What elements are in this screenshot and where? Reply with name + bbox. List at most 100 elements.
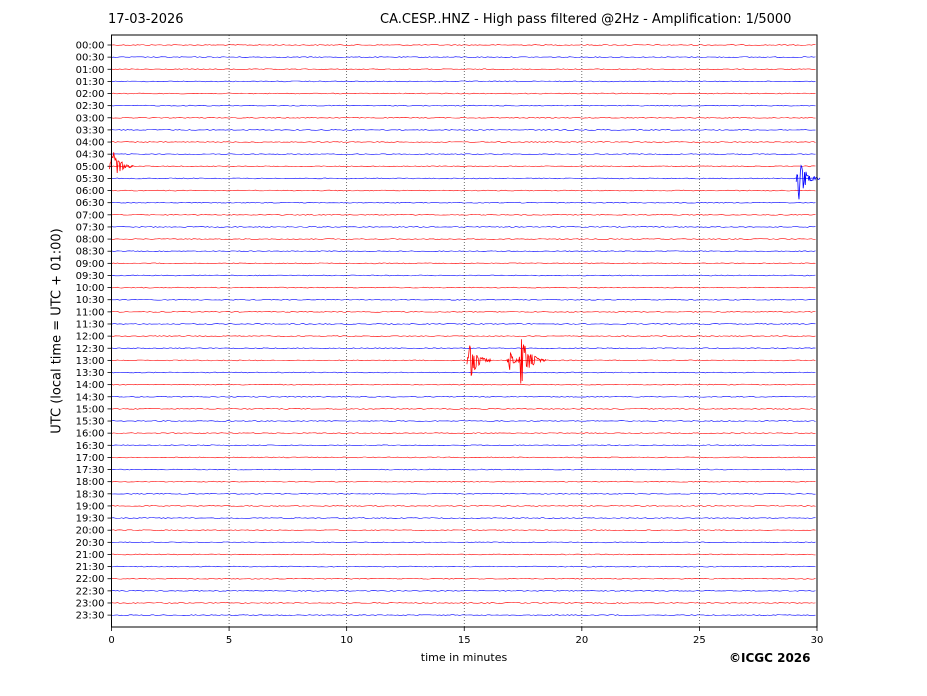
y-tick-label: 04:30: [76, 150, 105, 161]
y-tick-label: 20:30: [76, 538, 105, 549]
trace-1500: [111, 408, 816, 410]
trace-0100: [111, 68, 816, 71]
y-tick-label: 17:00: [76, 453, 105, 464]
y-tick-label: 05:30: [76, 174, 105, 185]
trace-0830: [111, 250, 816, 252]
y-tick-label: 03:00: [76, 113, 105, 124]
trace-1130: [111, 323, 816, 325]
trace-0030: [111, 56, 816, 58]
trace-2030: [111, 541, 816, 544]
trace-0900: [111, 262, 816, 265]
trace-0930: [111, 274, 816, 277]
trace-2130: [111, 565, 816, 568]
y-tick-label: 16:00: [76, 429, 105, 440]
trace-1100: [111, 311, 816, 313]
trace-0600: [111, 189, 816, 192]
y-tick-label: 07:30: [76, 222, 105, 233]
trace-1230: [111, 347, 816, 350]
trace-2200: [111, 577, 816, 580]
y-tick-label: 07:00: [76, 210, 105, 221]
event-waveform: [466, 345, 492, 376]
x-tick-label: 20: [575, 635, 588, 646]
y-tick-label: 08:00: [76, 235, 105, 246]
trace-0200: [111, 92, 816, 95]
trace-0000: [111, 44, 816, 46]
trace-1900: [111, 505, 816, 507]
y-tick-label: 21:30: [76, 562, 105, 573]
chart-title: CA.CESP..HNZ - High pass filtered @2Hz -…: [380, 12, 792, 27]
trace-1830: [111, 493, 816, 495]
y-tick-label: 01:00: [76, 65, 105, 76]
y-tick-label: 09:30: [76, 271, 105, 282]
y-tick-label: 00:30: [76, 53, 105, 64]
y-tick-label: 06:00: [76, 186, 105, 197]
trace-1400: [111, 383, 816, 386]
trace-1600: [111, 432, 816, 434]
y-tick-label: 14:00: [76, 380, 105, 391]
trace-1930: [111, 517, 816, 519]
y-tick-label: 23:00: [76, 598, 105, 609]
x-tick-label: 25: [693, 635, 706, 646]
event-waveform: [518, 339, 547, 384]
y-tick-label: 12:30: [76, 344, 105, 355]
trace-0700: [111, 214, 816, 216]
y-tick-label: 01:30: [76, 77, 105, 88]
trace-0530: [111, 177, 816, 180]
y-tick-label: 09:00: [76, 259, 105, 270]
y-tick-label: 22:00: [76, 574, 105, 585]
y-tick-label: 16:30: [76, 441, 105, 452]
x-tick-label: 15: [458, 635, 471, 646]
y-tick-label: 22:30: [76, 586, 105, 597]
y-tick-label: 20:00: [76, 526, 105, 537]
trace-0730: [111, 226, 816, 228]
trace-2000: [111, 529, 816, 531]
trace-2300: [111, 602, 816, 604]
y-tick-label: 15:00: [76, 404, 105, 415]
y-tick-label: 18:30: [76, 489, 105, 500]
y-tick-label: 13:30: [76, 368, 105, 379]
x-tick-label: 10: [340, 635, 353, 646]
trace-1330: [111, 371, 816, 374]
trace-1200: [111, 335, 816, 337]
y-tick-label: 10:30: [76, 295, 105, 306]
trace-1430: [111, 395, 816, 398]
y-tick-label: 03:30: [76, 125, 105, 136]
date-label: 17-03-2026: [108, 12, 184, 27]
y-tick-label: 23:30: [76, 611, 105, 622]
trace-1030: [111, 298, 816, 301]
y-tick-label: 17:30: [76, 465, 105, 476]
copyright-label: ©ICGC 2026: [729, 651, 811, 665]
trace-2100: [111, 553, 816, 556]
y-tick-label: 02:30: [76, 101, 105, 112]
y-tick-label: 13:00: [76, 356, 105, 367]
trace-0500: [111, 165, 816, 168]
x-tick-label: 30: [811, 635, 824, 646]
y-tick-label: 12:00: [76, 332, 105, 343]
y-tick-label: 18:00: [76, 477, 105, 488]
y-tick-label: 04:00: [76, 138, 105, 149]
x-tick-label: 0: [108, 635, 114, 646]
trace-0300: [111, 117, 816, 119]
trace-1630: [111, 444, 816, 447]
event-waveform: [795, 164, 821, 200]
y-tick-label: 11:30: [76, 319, 105, 330]
y-tick-label: 02:00: [76, 89, 105, 100]
trace-0630: [111, 201, 816, 204]
trace-1000: [111, 286, 816, 289]
event-waveform: [109, 152, 134, 174]
y-tick-label: 06:30: [76, 198, 105, 209]
trace-1730: [111, 468, 816, 471]
x-axis-label: time in minutes: [420, 651, 508, 664]
trace-1700: [111, 456, 816, 459]
y-tick-label: 19:30: [76, 514, 105, 525]
y-tick-label: 21:00: [76, 550, 105, 561]
trace-1300: [111, 359, 816, 362]
trace-0330: [111, 129, 816, 131]
trace-2230: [111, 590, 816, 592]
y-tick-label: 00:00: [76, 41, 105, 52]
x-tick-label: 5: [226, 635, 232, 646]
y-tick-label: 15:30: [76, 417, 105, 428]
y-tick-label: 19:00: [76, 501, 105, 512]
trace-1530: [111, 420, 816, 422]
